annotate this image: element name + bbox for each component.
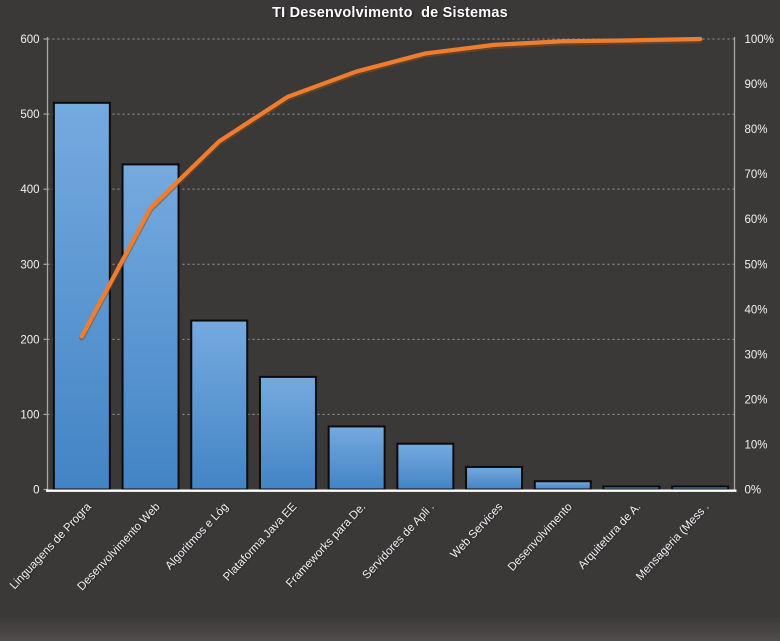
- frequency-bar[interactable]: [396, 442, 455, 491]
- right-axis-tick-label: 60%: [745, 214, 768, 226]
- frequency-bar[interactable]: [258, 375, 317, 491]
- left-axis-tick-label: 300: [20, 259, 39, 271]
- cumulative-line[interactable]: [79, 36, 703, 339]
- left-axis-tick-label: 200: [20, 334, 39, 346]
- frequency-bar[interactable]: [52, 101, 111, 491]
- left-axis-tick-label: 600: [20, 34, 39, 46]
- left-axis-tick-label: 500: [20, 109, 39, 121]
- right-axis-tick-label: 40%: [745, 304, 768, 316]
- frequency-bar[interactable]: [465, 465, 524, 491]
- frequency-bar[interactable]: [190, 319, 249, 491]
- left-axis-tick-label: 100: [20, 409, 39, 421]
- right-axis-tick-label: 80%: [745, 124, 768, 136]
- right-axis-tick-label: 70%: [745, 169, 768, 181]
- left-axis-tick-label: 0: [33, 485, 39, 497]
- frequency-bar[interactable]: [327, 425, 386, 491]
- frequency-bar[interactable]: [533, 480, 592, 491]
- frequency-bar[interactable]: [121, 163, 180, 491]
- right-axis-tick-label: 0%: [745, 485, 762, 497]
- chart-title: TI Desenvolvimento de Sistemas: [272, 5, 508, 21]
- right-axis-tick-label: 100%: [745, 34, 774, 46]
- right-axis-tick-label: 50%: [745, 259, 768, 271]
- right-axis-tick-label: 10%: [745, 439, 768, 451]
- right-axis-tick-label: 20%: [745, 394, 768, 406]
- right-axis-tick-label: 30%: [745, 349, 768, 361]
- left-axis-tick-label: 400: [20, 184, 39, 196]
- right-axis-tick-label: 90%: [745, 79, 768, 91]
- frequency-bar[interactable]: [602, 485, 661, 491]
- frequency-bar[interactable]: [671, 485, 730, 491]
